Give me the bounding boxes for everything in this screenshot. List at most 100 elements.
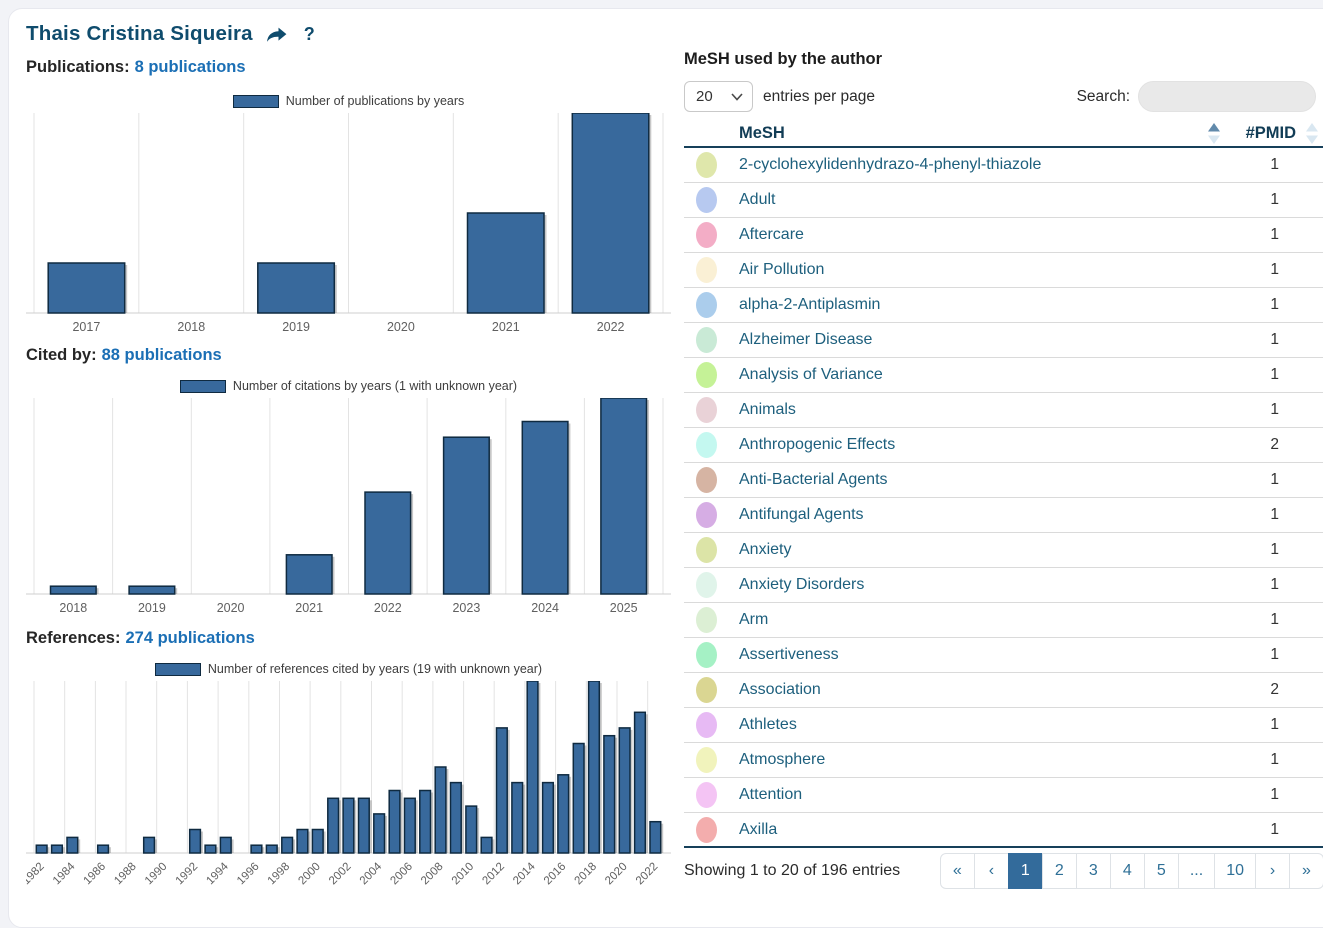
- pmid-count: 1: [1270, 296, 1279, 313]
- help-icon[interactable]: ?: [303, 23, 315, 44]
- mesh-link[interactable]: Arm: [739, 611, 769, 628]
- svg-text:1982: 1982: [26, 861, 47, 888]
- entries-per-page-select[interactable]: 20: [684, 81, 753, 112]
- mesh-link[interactable]: Association: [739, 681, 821, 698]
- references-stat: References: 274 publications: [26, 629, 671, 650]
- mesh-color-dot: [696, 747, 717, 773]
- search-input[interactable]: [1138, 81, 1316, 112]
- mesh-link[interactable]: Athletes: [739, 716, 797, 733]
- mesh-table-body: 2-cyclohexylidenhydrazo-4-phenyl-thiazol…: [684, 148, 1323, 848]
- references-chart-legend: Number of references cited by years (19 …: [26, 662, 671, 676]
- sort-icon[interactable]: [1306, 122, 1318, 144]
- references-link[interactable]: 274 publications: [125, 629, 255, 647]
- mesh-color-dot: [696, 222, 717, 248]
- pmid-count: 1: [1270, 786, 1279, 803]
- svg-text:1988: 1988: [112, 861, 139, 888]
- mesh-link[interactable]: 2-cyclohexylidenhydrazo-4-phenyl-thiazol…: [739, 156, 1042, 173]
- mesh-link[interactable]: Anxiety: [739, 541, 792, 558]
- mesh-link[interactable]: Analysis of Variance: [739, 366, 883, 383]
- svg-text:2020: 2020: [387, 320, 415, 334]
- mesh-link[interactable]: Adult: [739, 191, 776, 208]
- pagination: «‹ 1 2 3 4 5... 10 ›»: [939, 853, 1323, 889]
- mesh-link[interactable]: alpha-2-Antiplasmin: [739, 296, 881, 313]
- svg-text:2016: 2016: [542, 861, 569, 888]
- author-header: Thais Cristina Siqueira ?: [26, 20, 671, 48]
- pmid-count: 1: [1270, 820, 1279, 838]
- table-row: Axilla 1: [684, 813, 1323, 848]
- svg-text:2018: 2018: [177, 320, 205, 334]
- citations-chart-legend: Number of citations by years (1 with unk…: [26, 379, 671, 393]
- mesh-link[interactable]: Aftercare: [739, 226, 804, 243]
- publications-chart-legend: Number of publications by years: [26, 94, 671, 108]
- mesh-link[interactable]: Animals: [739, 401, 796, 418]
- table-row: Anti-Bacterial Agents 1: [684, 463, 1323, 498]
- mesh-link[interactable]: Assertiveness: [739, 646, 839, 663]
- entries-control: 20 entries per page: [684, 81, 875, 112]
- page-button-2[interactable]: 2: [1041, 853, 1077, 889]
- pmid-count: 1: [1270, 191, 1279, 208]
- svg-text:2006: 2006: [388, 861, 415, 888]
- mesh-link[interactable]: Alzheimer Disease: [739, 331, 873, 348]
- svg-text:2022: 2022: [597, 320, 625, 334]
- page-button-3[interactable]: 3: [1075, 853, 1111, 889]
- table-row: Atmosphere 1: [684, 743, 1323, 778]
- table-row: Association 2: [684, 673, 1323, 708]
- mesh-link[interactable]: Anthropogenic Effects: [739, 436, 896, 453]
- svg-text:2017: 2017: [72, 320, 100, 334]
- pmid-count: 1: [1270, 541, 1279, 558]
- mesh-link[interactable]: Attention: [739, 786, 803, 803]
- mesh-link[interactable]: Antifungal Agents: [739, 506, 864, 523]
- publications-stat: Publications: 8 publications: [26, 58, 671, 79]
- references-label: References:: [26, 629, 121, 647]
- svg-text:2019: 2019: [138, 601, 166, 615]
- external-link-icon[interactable]: [266, 27, 287, 44]
- table-row: Aftercare 1: [684, 218, 1323, 253]
- pmid-count: 1: [1270, 156, 1279, 173]
- table-row: Athletes 1: [684, 708, 1323, 743]
- svg-text:2010: 2010: [450, 861, 477, 888]
- pmid-count: 2: [1270, 681, 1279, 698]
- mesh-link[interactable]: Air Pollution: [739, 261, 825, 278]
- page-button-»[interactable]: »: [1289, 853, 1323, 889]
- mesh-link[interactable]: Atmosphere: [739, 751, 826, 768]
- mesh-color-dot: [696, 187, 717, 213]
- page-button-1[interactable]: 1: [1007, 853, 1043, 889]
- publications-link[interactable]: 8 publications: [134, 58, 246, 76]
- cited-by-label: Cited by:: [26, 346, 97, 364]
- page-button-5[interactable]: 5: [1143, 853, 1179, 889]
- pmid-count: 1: [1270, 471, 1279, 488]
- mesh-color-dot: [696, 677, 717, 703]
- table-row: Arm 1: [684, 603, 1323, 638]
- mesh-color-dot: [696, 257, 717, 283]
- svg-text:1998: 1998: [266, 861, 293, 888]
- legend-swatch: [179, 379, 226, 393]
- column-header-mesh[interactable]: MeSH: [739, 123, 785, 142]
- entries-per-page-value: 20: [696, 88, 713, 105]
- pmid-count: 1: [1270, 716, 1279, 733]
- mesh-link[interactable]: Anxiety Disorders: [739, 576, 865, 593]
- svg-text:2019: 2019: [282, 320, 310, 334]
- page-button-10[interactable]: 10: [1214, 853, 1256, 889]
- pmid-count: 1: [1270, 576, 1279, 593]
- svg-text:1992: 1992: [174, 861, 201, 888]
- column-header-pmid[interactable]: #PMID: [1245, 123, 1296, 142]
- search-label: Search:: [1076, 87, 1130, 105]
- table-row: Air Pollution 1: [684, 253, 1323, 288]
- page-button-4[interactable]: 4: [1109, 853, 1145, 889]
- mesh-link[interactable]: Anti-Bacterial Agents: [739, 471, 888, 488]
- cited-by-link[interactable]: 88 publications: [101, 346, 222, 364]
- page-button-«[interactable]: «: [939, 853, 975, 889]
- svg-text:2020: 2020: [217, 601, 245, 615]
- table-row: alpha-2-Antiplasmin 1: [684, 288, 1323, 323]
- page-button-›[interactable]: ›: [1255, 853, 1290, 889]
- search-control: Search:: [1077, 81, 1316, 112]
- pmid-count: 2: [1270, 436, 1279, 453]
- page-button-‹[interactable]: ‹: [973, 853, 1009, 889]
- page-button-...[interactable]: ...: [1177, 853, 1216, 889]
- sort-ascending-icon[interactable]: [1207, 122, 1220, 144]
- table-row: Anthropogenic Effects 2: [684, 428, 1323, 463]
- table-row: 2-cyclohexylidenhydrazo-4-phenyl-thiazol…: [684, 148, 1323, 183]
- table-row: Anxiety 1: [684, 533, 1323, 568]
- mesh-link[interactable]: Axilla: [739, 820, 778, 838]
- mesh-panel-title: MeSH used by the author: [684, 50, 883, 68]
